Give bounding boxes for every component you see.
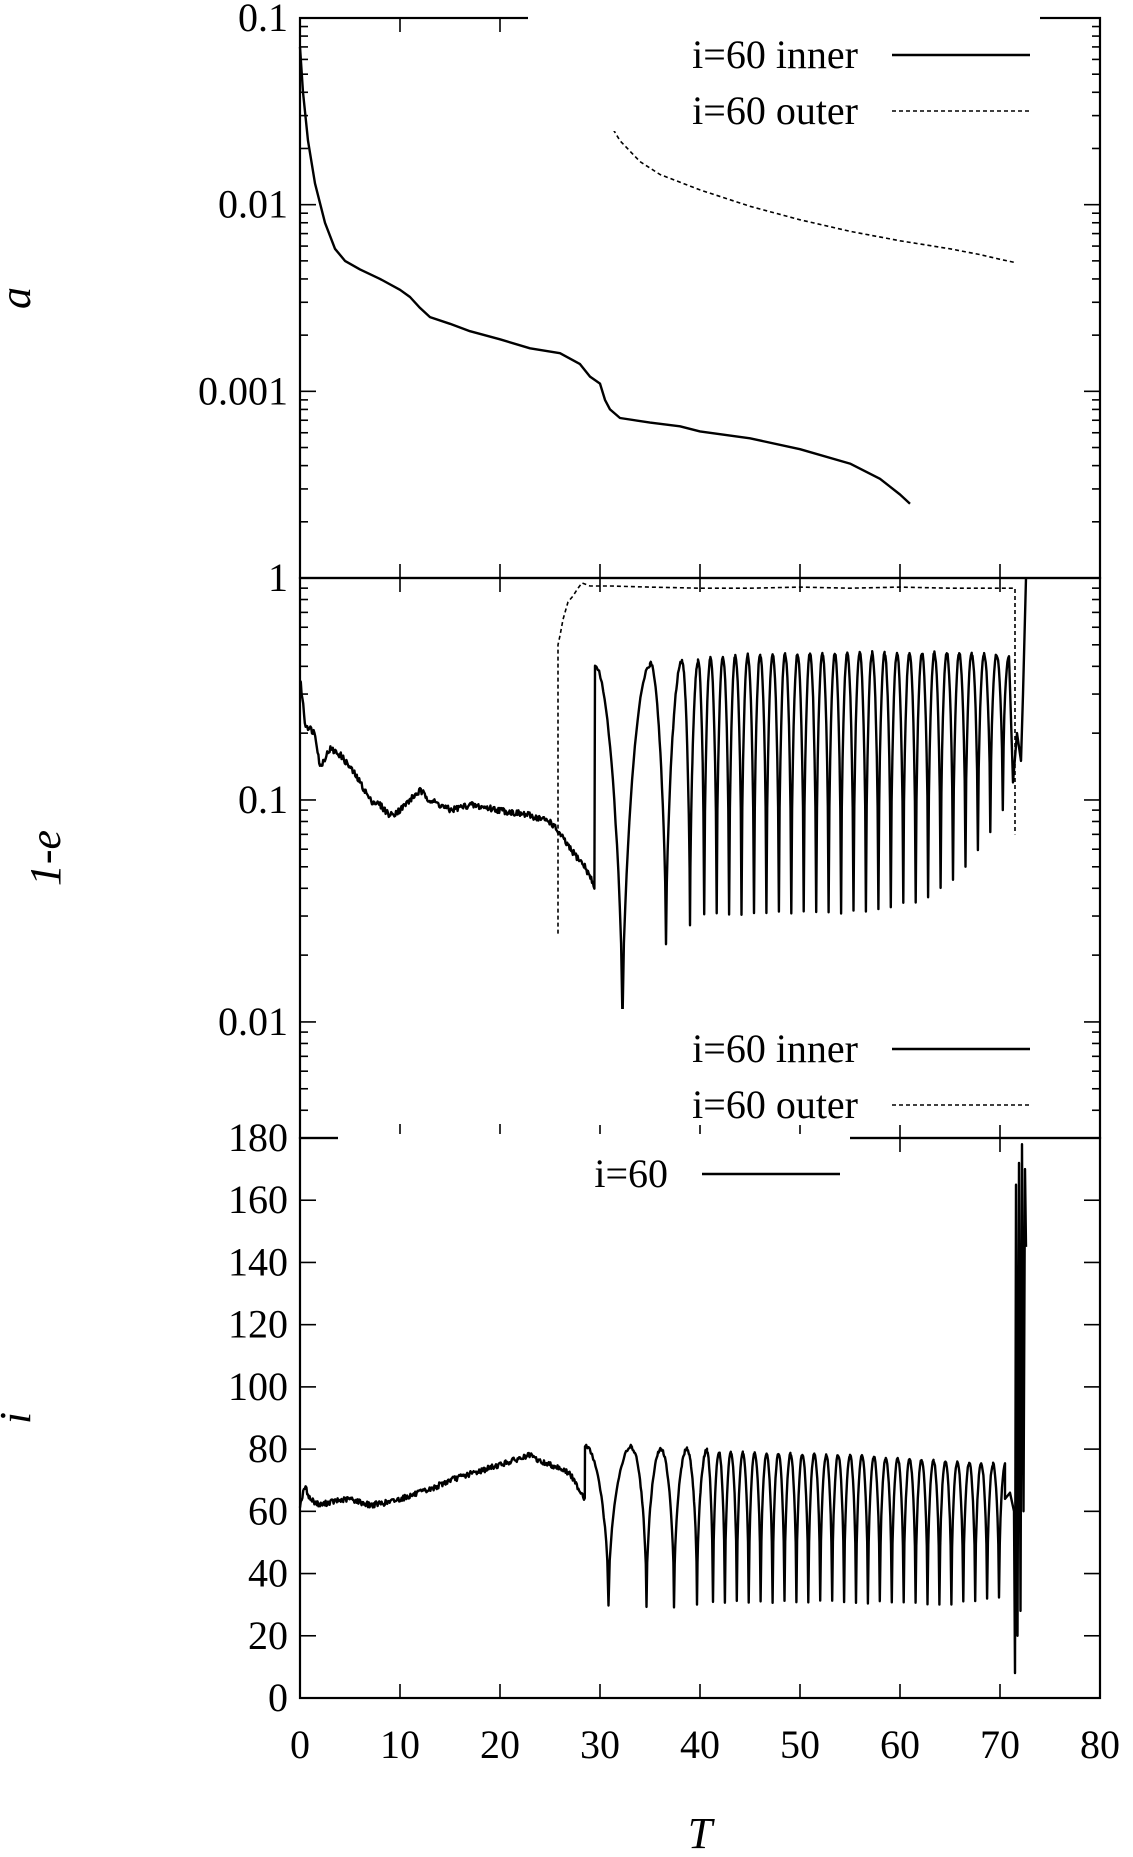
y-tick-label: 140 <box>228 1239 288 1284</box>
x-tick-label: 70 <box>980 1722 1020 1767</box>
y-tick-label: 0.1 <box>238 0 288 40</box>
panel-2: 1 0.1 0.01 1-e i=60 inner i=60 outer <box>21 555 1102 1140</box>
series-line-i-60-inner <box>299 577 1028 1022</box>
x-tick-label: 40 <box>680 1722 720 1767</box>
panel-3: 0 20 40 60 80 100 120 140 160 180 0 10 20 30 40 50 60 70 8… <box>0 1115 1120 1857</box>
y-tick-label: 0.1 <box>238 777 288 822</box>
legend-entry-label: i=60 inner <box>692 1026 858 1071</box>
y-axis-label: 1-e <box>21 830 70 886</box>
legend-background <box>338 1134 850 1194</box>
y-tick-label: 1 <box>268 555 288 600</box>
y-axis-label: a <box>0 287 40 309</box>
legend-3: i=60 <box>338 1134 850 1196</box>
series-line-i-60-outer <box>557 582 1016 934</box>
y-tick-label: 120 <box>228 1302 288 1347</box>
y-tick-label: 160 <box>228 1177 288 1222</box>
panel-1: 0.1 0.01 0.001 a i=60 inner i=60 outer <box>0 0 1102 580</box>
x-tick-label: 60 <box>880 1722 920 1767</box>
x-axis-label: T <box>688 1809 716 1857</box>
legend-entry-label: i=60 outer <box>692 1082 858 1127</box>
y-tick-label: 40 <box>248 1551 288 1596</box>
x-tick-label: 30 <box>580 1722 620 1767</box>
y-axis-label: i <box>0 1412 40 1424</box>
series-line-i-60-inner <box>298 46 911 505</box>
legend-entry-label: i=60 inner <box>692 32 858 77</box>
x-tick-label: 10 <box>380 1722 420 1767</box>
y-tick-label: 180 <box>228 1115 288 1160</box>
y-tick-label: 0.01 <box>218 999 288 1044</box>
x-tick-label: 0 <box>290 1722 310 1767</box>
y-tick-label: 0.01 <box>218 182 288 227</box>
y-tick-label: 20 <box>248 1613 288 1658</box>
legend-1: i=60 inner i=60 outer <box>528 15 1040 133</box>
y-tick-label: 100 <box>228 1364 288 1409</box>
legend-background <box>528 1009 1040 1125</box>
legend-entry-label: i=60 <box>594 1151 668 1196</box>
series-line-i-60 <box>298 1143 1028 1675</box>
legend-entry-label: i=60 outer <box>692 88 858 133</box>
legend-background <box>528 15 1040 131</box>
y-tick-label: 80 <box>248 1426 288 1471</box>
y-tick-label: 60 <box>248 1488 288 1533</box>
legend-2: i=60 inner i=60 outer <box>528 1009 1040 1127</box>
x-tick-label: 80 <box>1080 1722 1120 1767</box>
y-tick-label: 0 <box>268 1675 288 1720</box>
x-tick-label: 20 <box>480 1722 520 1767</box>
y-tick-label: 0.001 <box>198 368 288 413</box>
x-tick-label: 50 <box>780 1722 820 1767</box>
